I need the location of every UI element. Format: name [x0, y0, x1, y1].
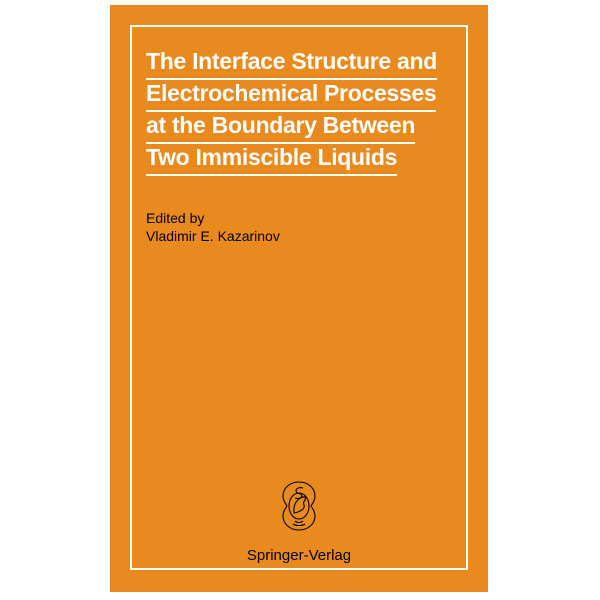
title-line-1: The Interface Structure and: [146, 48, 437, 80]
title-line-4: Two Immiscible Liquids: [146, 144, 397, 176]
title-block: The Interface Structure and Electrochemi…: [146, 48, 466, 176]
publisher-logo: [278, 480, 320, 532]
editor-block: Edited by Vladimir E. Kazarinov: [146, 210, 280, 244]
publisher-name: Springer-Verlag: [110, 547, 488, 564]
editor-name: Vladimir E. Kazarinov: [146, 228, 280, 244]
page: The Interface Structure and Electrochemi…: [0, 0, 600, 600]
book-cover: The Interface Structure and Electrochemi…: [110, 5, 488, 592]
title-line-3: at the Boundary Between: [146, 112, 415, 144]
editor-label: Edited by: [146, 210, 280, 226]
title-line-2: Electrochemical Processes: [146, 80, 436, 112]
